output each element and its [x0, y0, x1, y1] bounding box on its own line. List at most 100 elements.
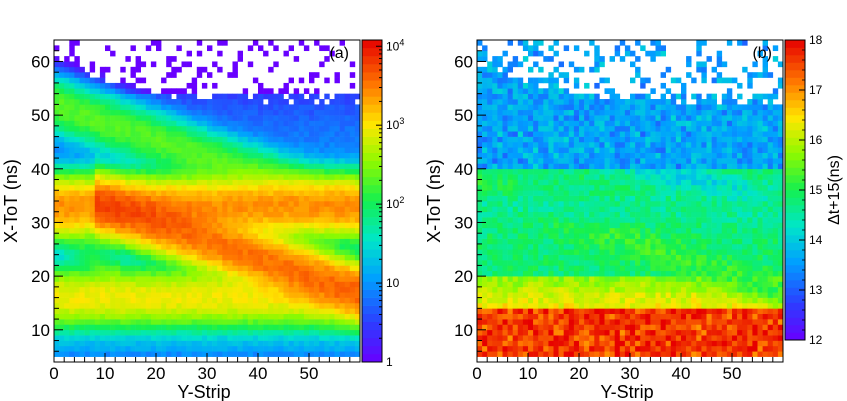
heatmap-cell	[110, 179, 116, 186]
heatmap-cell	[232, 109, 238, 116]
heatmap-cell	[288, 195, 294, 202]
heatmap-cell	[314, 313, 320, 320]
heatmap-cell	[150, 297, 157, 304]
heatmap-cell	[573, 319, 580, 325]
heatmap-cell	[166, 292, 172, 298]
heatmap-cell	[538, 131, 544, 137]
heatmap-cell	[84, 115, 90, 121]
heatmap-cell	[599, 158, 605, 164]
heatmap-cell	[584, 297, 590, 304]
heatmap-cell	[110, 174, 116, 180]
heatmap-cell	[242, 281, 249, 288]
heatmap-cell	[339, 99, 345, 105]
heatmap-cell	[624, 249, 631, 255]
heatmap-cell	[247, 351, 254, 357]
heatmap-cell	[84, 77, 90, 84]
heatmap-cell	[186, 93, 192, 100]
heatmap-cell	[522, 115, 529, 121]
heatmap-cell	[599, 243, 605, 250]
heatmap-cell	[624, 158, 631, 164]
heatmap-cell	[171, 99, 177, 105]
heatmap-cell	[609, 174, 615, 180]
heatmap-cell	[110, 340, 116, 347]
heatmap-cell	[186, 276, 192, 282]
heatmap-cell	[497, 136, 503, 143]
heatmap-cell	[237, 104, 243, 111]
heatmap-cell	[630, 254, 636, 261]
heatmap-cell	[334, 120, 340, 127]
heatmap-cell	[135, 131, 141, 137]
heatmap-cell	[502, 195, 508, 202]
heatmap-cell	[609, 147, 615, 153]
heatmap-cell	[522, 335, 529, 341]
heatmap-cell	[237, 238, 243, 245]
heatmap-cell	[283, 270, 289, 277]
heatmap-cell	[288, 152, 294, 159]
heatmap-cell	[584, 195, 590, 202]
heatmap-cell	[74, 72, 80, 78]
heatmap-cell	[135, 168, 141, 175]
heatmap-cell	[140, 340, 147, 347]
heatmap-cell	[94, 211, 101, 218]
heatmap-cell	[293, 174, 300, 180]
heatmap-cell	[630, 270, 636, 277]
heatmap-cell	[319, 115, 325, 121]
heatmap-cell	[166, 351, 172, 357]
heatmap-cell	[635, 308, 641, 314]
heatmap-cell	[589, 351, 595, 357]
heatmap-cell	[538, 313, 544, 320]
heatmap-cell	[130, 345, 136, 352]
heatmap-cell	[528, 217, 534, 223]
heatmap-cell	[528, 211, 534, 218]
heatmap-cell	[303, 340, 310, 347]
heatmap-cell	[59, 141, 65, 148]
heatmap-cell	[619, 147, 626, 153]
heatmap-cell	[329, 270, 335, 277]
heatmap-cell	[252, 201, 259, 207]
heatmap-cell	[166, 319, 172, 325]
heatmap-cell	[232, 206, 238, 213]
heatmap-cell	[329, 136, 335, 143]
heatmap-cell	[232, 319, 238, 325]
heatmap-cell	[79, 281, 85, 288]
heatmap-cell	[584, 82, 590, 89]
heatmap-cell	[579, 265, 585, 272]
heatmap-cell	[150, 40, 157, 46]
heatmap-cell	[309, 324, 315, 331]
heatmap-cell	[227, 281, 233, 288]
heatmap-cell	[344, 238, 351, 245]
heatmap-cell	[614, 254, 621, 261]
heatmap-cell	[186, 238, 192, 245]
heatmap-cell	[502, 109, 508, 116]
heatmap-cell	[624, 195, 631, 202]
heatmap-cell	[237, 184, 243, 191]
heatmap-cell	[79, 136, 85, 143]
heatmap-cell	[324, 174, 330, 180]
heatmap-cell	[105, 158, 111, 164]
heatmap-cell	[201, 297, 208, 304]
heatmap-cell	[339, 93, 345, 100]
heatmap-cell	[579, 249, 585, 255]
heatmap-cell	[482, 195, 488, 202]
heatmap-cell	[563, 131, 570, 137]
heatmap-cell	[349, 319, 356, 325]
heatmap-cell	[212, 233, 218, 239]
heatmap-cell	[339, 243, 345, 250]
heatmap-cell	[630, 260, 636, 266]
heatmap-cell	[84, 141, 90, 148]
heatmap-cell	[140, 217, 147, 223]
heatmap-cell	[268, 329, 274, 336]
heatmap-cell	[502, 238, 508, 245]
heatmap-cell	[166, 93, 172, 100]
heatmap-cell	[191, 329, 198, 336]
heatmap-cell	[161, 99, 167, 105]
heatmap-cell	[283, 174, 289, 180]
heatmap-cell	[624, 260, 631, 266]
heatmap-cell	[477, 260, 483, 266]
heatmap-cell	[268, 297, 274, 304]
heatmap-cell	[181, 217, 187, 223]
heatmap-cell	[543, 260, 549, 266]
heatmap-cell	[594, 217, 600, 223]
heatmap-cell	[604, 281, 610, 288]
heatmap-cell	[303, 109, 310, 116]
